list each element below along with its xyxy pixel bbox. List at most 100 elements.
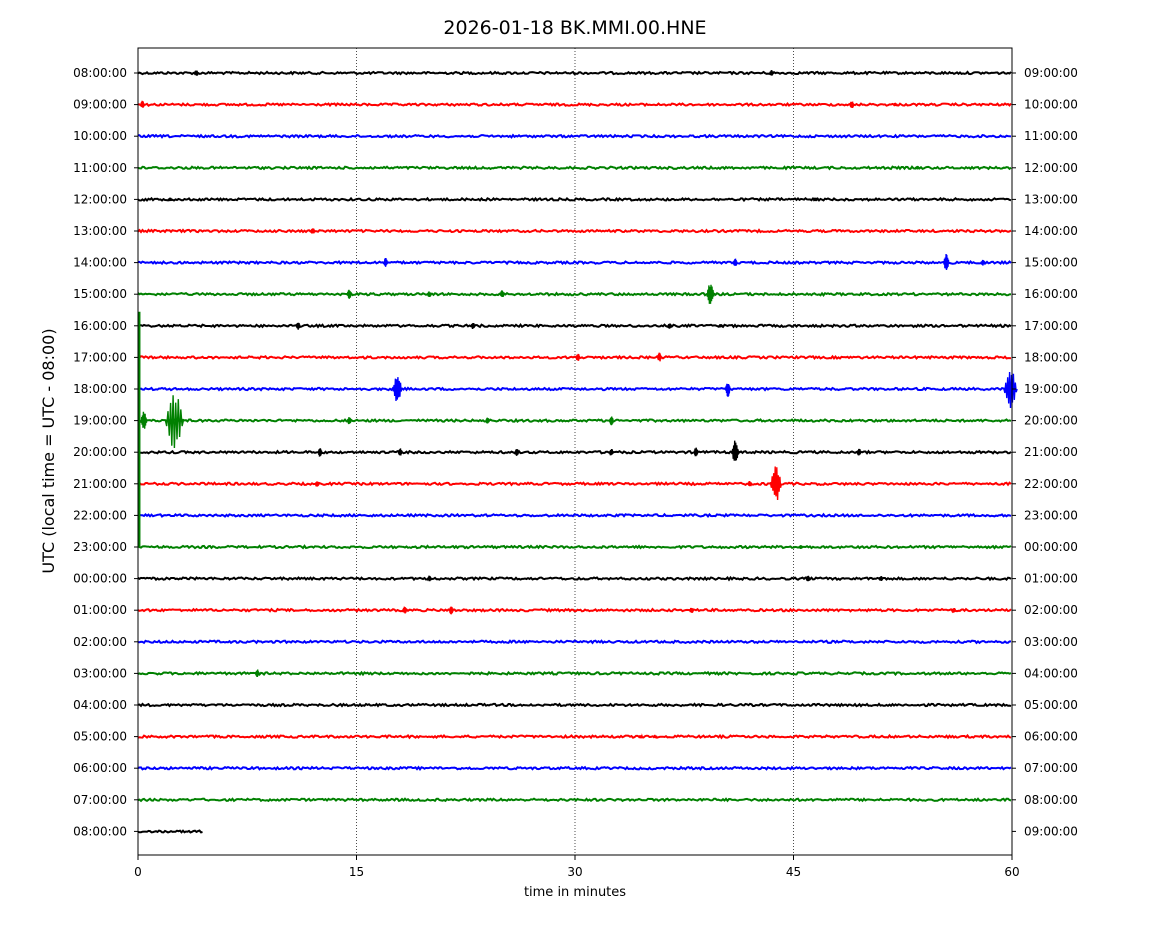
x-axis-ticks: 0 15 30 45 60 [134,855,1020,879]
trace-line [137,291,1012,297]
trace-line [137,354,1012,361]
trace-event [295,322,301,330]
trace-event [317,448,323,457]
trace-event [769,466,783,501]
trace-event [943,253,950,271]
right-time-label: 08:00:00 [1024,793,1078,807]
trace-event [193,70,199,77]
trace-event [892,102,899,107]
trace-event [951,608,957,614]
right-time-label: 03:00:00 [1024,635,1078,649]
left-time-label: 18:00:00 [73,382,127,396]
right-time-label: 02:00:00 [1024,603,1078,617]
right-time-label: 23:00:00 [1024,508,1078,522]
trace-line [137,829,203,834]
trace-line [137,481,1012,487]
left-time-label: 10:00:00 [73,129,127,143]
left-time-label: 11:00:00 [73,161,127,175]
trace-event [401,606,408,614]
right-time-label: 00:00:00 [1024,540,1078,554]
right-time-label: 19:00:00 [1024,382,1078,396]
right-time-label: 09:00:00 [1024,824,1078,838]
right-time-label: 16:00:00 [1024,287,1078,301]
right-time-label: 17:00:00 [1024,319,1078,333]
x-tick-label: 30 [567,865,582,879]
trace-event [167,197,173,202]
right-time-label: 14:00:00 [1024,224,1078,238]
trace-event [688,607,695,614]
left-time-label: 07:00:00 [73,793,127,807]
left-time-label: 15:00:00 [73,287,127,301]
trace-event [346,289,352,299]
trace-event [499,290,505,298]
trace-line [137,386,1012,392]
trace-event [730,440,740,461]
left-time-label: 22:00:00 [73,508,127,522]
left-time-label: 04:00:00 [73,698,127,712]
x-tick-label: 15 [349,865,364,879]
trace-line [137,512,1012,518]
left-time-label: 01:00:00 [73,603,127,617]
trace-event [382,257,389,267]
trace-line [137,544,1012,550]
left-time-label: 20:00:00 [73,445,127,459]
right-time-label: 13:00:00 [1024,192,1078,206]
right-time-label: 20:00:00 [1024,414,1078,428]
left-time-label: 21:00:00 [73,477,127,491]
left-time-label: 02:00:00 [73,635,127,649]
trace-event [514,448,520,456]
left-time-label: 08:00:00 [73,824,127,838]
left-time-label: 16:00:00 [73,319,127,333]
trace-line [137,70,1012,76]
left-time-label: 17:00:00 [73,350,127,364]
trace-event [718,324,724,328]
right-time-label: 22:00:00 [1024,477,1078,491]
trace-event [608,448,615,456]
right-time-label: 21:00:00 [1024,445,1078,459]
trace-event [980,259,986,266]
chart-title: 2026-01-18 BK.MMI.00.HNE [443,17,706,39]
right-time-label: 05:00:00 [1024,698,1078,712]
trace-line [137,323,1012,329]
vertical-grid [356,48,794,855]
trace-event [608,416,615,426]
trace-event [448,606,454,615]
trace-event [470,323,476,330]
trace-event [856,448,862,456]
right-time-label: 04:00:00 [1024,666,1078,680]
left-time-label: 03:00:00 [73,666,127,680]
trace-event [656,352,663,362]
left-time-labels: 08:00:00 09:00:00 10:00:00 11:00:00 12:00:00… [73,66,138,838]
trace-line [137,417,1012,424]
trace-event [812,197,818,202]
left-time-label: 08:00:00 [73,66,127,80]
trace-line [137,733,1012,740]
left-time-label: 09:00:00 [73,98,127,112]
trace-event [139,100,146,108]
left-time-label: 12:00:00 [73,192,127,206]
trace-event [768,70,775,76]
trace-event [849,101,855,109]
right-time-label: 06:00:00 [1024,730,1078,744]
trace-event [693,447,699,457]
right-time-label: 11:00:00 [1024,129,1078,143]
trace-line [137,165,1012,171]
trace-line [137,449,1012,455]
left-time-label: 00:00:00 [73,572,127,586]
trace-line [137,670,1012,677]
trace-event [392,377,403,402]
left-time-label: 23:00:00 [73,540,127,554]
trace-event [724,383,732,397]
trace-line [137,765,1012,771]
right-time-labels: 09:00:00 10:00:00 11:00:00 12:00:00 13:00:00… [1012,66,1078,838]
trace-event [798,545,804,549]
x-tick-label: 45 [786,865,801,879]
trace-line [137,797,1012,803]
right-time-label: 01:00:00 [1024,572,1078,586]
left-time-label: 14:00:00 [73,256,127,270]
trace-line [137,702,1012,708]
trace-line [137,259,1012,266]
trace-layer [137,70,1018,834]
trace-event [667,323,673,329]
